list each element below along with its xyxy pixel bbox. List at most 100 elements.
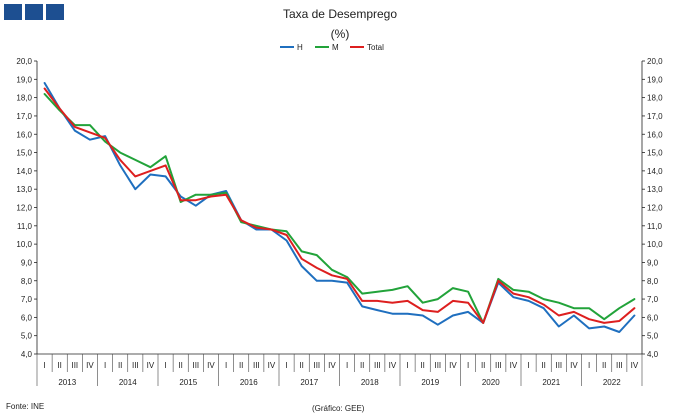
x-quarter-label: IV xyxy=(510,361,518,370)
y-tick-label-right: 4,0 xyxy=(647,350,659,359)
y-tick-label-left: 9,0 xyxy=(21,258,33,267)
x-quarter-label: I xyxy=(406,361,408,370)
x-quarter-label: III xyxy=(616,361,623,370)
y-tick-label-right: 16,0 xyxy=(647,130,663,139)
x-year-label: 2020 xyxy=(482,378,500,387)
y-tick-label-left: 14,0 xyxy=(16,167,32,176)
y-tick-label-left: 16,0 xyxy=(16,130,32,139)
x-year-label: 2014 xyxy=(119,378,137,387)
y-tick-label-right: 18,0 xyxy=(647,94,663,103)
x-quarter-label: III xyxy=(71,361,78,370)
y-tick-label-right: 8,0 xyxy=(647,277,659,286)
x-quarter-label: IV xyxy=(631,361,639,370)
legend-label-m: M xyxy=(332,43,339,52)
x-quarter-label: II xyxy=(360,361,364,370)
y-tick-label-left: 13,0 xyxy=(16,185,32,194)
y-tick-label-left: 7,0 xyxy=(21,295,33,304)
x-quarter-label: I xyxy=(527,361,529,370)
x-year-label: 2019 xyxy=(421,378,439,387)
y-tick-label-right: 13,0 xyxy=(647,185,663,194)
x-quarter-label: IV xyxy=(328,361,336,370)
x-quarter-label: III xyxy=(253,361,260,370)
x-quarter-label: II xyxy=(420,361,424,370)
x-quarter-label: I xyxy=(346,361,348,370)
chart-subtitle: (%) xyxy=(331,27,350,41)
x-quarter-label: III xyxy=(495,361,502,370)
x-year-label: 2018 xyxy=(361,378,379,387)
y-tick-label-right: 14,0 xyxy=(647,167,663,176)
x-quarter-label: I xyxy=(588,361,590,370)
y-tick-label-left: 19,0 xyxy=(16,75,32,84)
logo-square xyxy=(4,4,22,20)
y-tick-label-left: 5,0 xyxy=(21,332,33,341)
chart-credit: (Gráfico: GEE) xyxy=(312,404,365,413)
x-quarter-label: I xyxy=(43,361,45,370)
y-tick-label-right: 17,0 xyxy=(647,112,663,121)
x-quarter-label: IV xyxy=(570,361,578,370)
x-year-label: 2021 xyxy=(542,378,560,387)
y-tick-label-left: 11,0 xyxy=(17,222,33,231)
x-quarter-label: I xyxy=(467,361,469,370)
y-tick-label-right: 5,0 xyxy=(647,332,659,341)
x-quarter-label: III xyxy=(374,361,381,370)
y-tick-label-left: 18,0 xyxy=(16,94,32,103)
x-quarter-label: I xyxy=(285,361,287,370)
legend-label-total: Total xyxy=(367,43,384,52)
x-year-label: 2013 xyxy=(58,378,76,387)
legend-label-h: H xyxy=(297,43,303,52)
x-quarter-label: II xyxy=(118,361,122,370)
x-year-label: 2022 xyxy=(603,378,621,387)
series-layer xyxy=(43,82,636,333)
y-tick-label-left: 6,0 xyxy=(21,313,33,322)
axes: 4,0 4,0 5,0 5,0 6,0 6,0 7,0 7,0 8,0 8,0 9,0 9,0 10,0… xyxy=(16,57,663,387)
x-year-label: 2017 xyxy=(300,378,318,387)
legend: H M Total xyxy=(280,43,384,52)
y-tick-label-left: 17,0 xyxy=(16,112,32,121)
x-quarter-label: I xyxy=(225,361,227,370)
x-quarter-label: II xyxy=(178,361,182,370)
logo-square xyxy=(46,4,64,20)
x-quarter-label: II xyxy=(57,361,61,370)
chart-title: Taxa de Desemprego xyxy=(283,7,397,21)
x-quarter-label: III xyxy=(192,361,199,370)
x-year-label: 2016 xyxy=(240,378,258,387)
y-tick-label-left: 8,0 xyxy=(21,277,33,286)
y-tick-label-left: 4,0 xyxy=(21,350,33,359)
x-quarter-label: II xyxy=(541,361,545,370)
y-tick-label-left: 12,0 xyxy=(16,204,32,213)
x-quarter-label: IV xyxy=(449,361,457,370)
x-quarter-label: IV xyxy=(147,361,155,370)
y-tick-label-right: 7,0 xyxy=(647,295,659,304)
x-quarter-label: IV xyxy=(389,361,397,370)
logo-square xyxy=(25,4,43,20)
y-tick-label-right: 6,0 xyxy=(647,313,659,322)
series-line-h xyxy=(43,82,636,333)
y-tick-label-right: 11,0 xyxy=(647,222,663,231)
x-quarter-label: II xyxy=(602,361,606,370)
y-tick-label-right: 20,0 xyxy=(647,57,663,66)
y-tick-label-right: 15,0 xyxy=(647,149,663,158)
y-tick-label-right: 19,0 xyxy=(647,75,663,84)
y-tick-label-right: 12,0 xyxy=(647,204,663,213)
x-quarter-label: I xyxy=(104,361,106,370)
y-tick-label-right: 9,0 xyxy=(647,258,659,267)
y-tick-label-left: 15,0 xyxy=(16,149,32,158)
x-quarter-label: III xyxy=(313,361,320,370)
x-quarter-label: II xyxy=(299,361,303,370)
x-quarter-label: III xyxy=(555,361,562,370)
series-line-total xyxy=(43,87,636,324)
x-quarter-label: IV xyxy=(86,361,94,370)
x-quarter-label: III xyxy=(132,361,139,370)
y-tick-label-right: 10,0 xyxy=(647,240,663,249)
x-quarter-label: III xyxy=(434,361,441,370)
x-quarter-label: IV xyxy=(268,361,276,370)
y-tick-label-left: 10,0 xyxy=(16,240,32,249)
x-quarter-label: II xyxy=(239,361,243,370)
x-year-label: 2015 xyxy=(179,378,197,387)
logo xyxy=(4,4,64,20)
x-quarter-label: I xyxy=(164,361,166,370)
series-line-m xyxy=(43,93,636,324)
x-quarter-label: IV xyxy=(207,361,215,370)
source-note: Fonte: INE xyxy=(6,402,45,411)
